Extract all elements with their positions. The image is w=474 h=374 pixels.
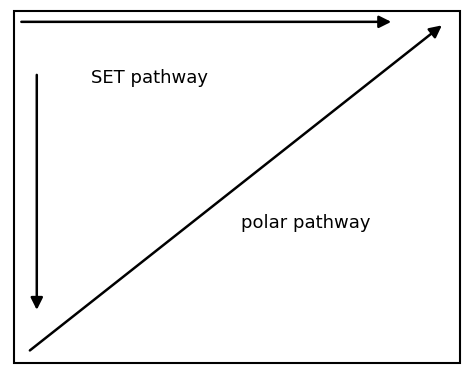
Text: SET pathway: SET pathway: [91, 68, 209, 86]
Text: polar pathway: polar pathway: [240, 214, 370, 232]
